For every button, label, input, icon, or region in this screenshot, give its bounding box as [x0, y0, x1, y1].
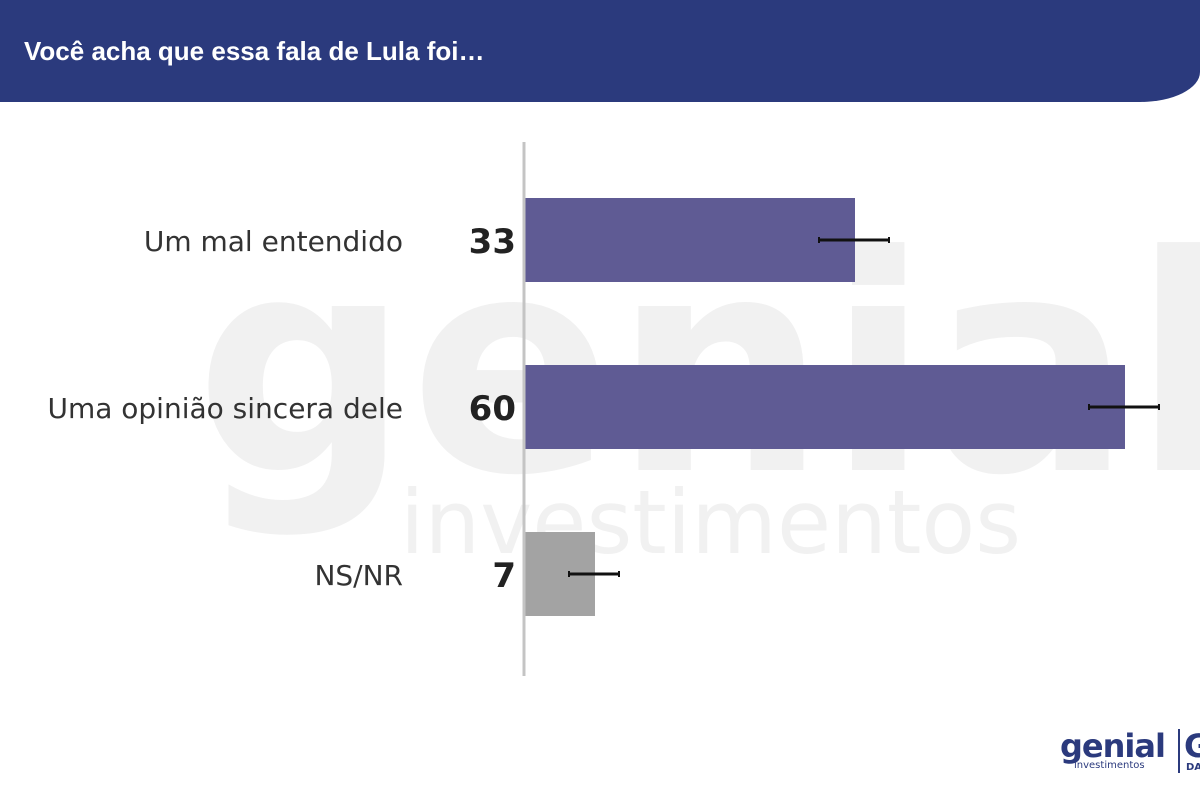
bar-2 — [525, 365, 1125, 449]
genial-logo: genial investimentos G DA — [1060, 727, 1200, 777]
data-label-2: 60 — [469, 389, 516, 429]
error-bars-layer — [568, 237, 1160, 577]
category-label-3: NS/NR — [314, 559, 403, 592]
category-label-2: Uma opinião sincera dele — [47, 392, 403, 425]
labels-layer: 33 Um mal entendido 60 Uma opinião sincera … — [47, 222, 516, 596]
bars-layer — [525, 198, 1125, 616]
category-label-1: Um mal entendido — [144, 225, 403, 258]
partner-logo-partial-sub: DA — [1186, 762, 1200, 773]
page-title: Você acha que essa fala de Lula foi… — [24, 36, 485, 66]
logo-divider — [1178, 729, 1180, 773]
data-label-3: 7 — [492, 556, 516, 596]
partner-logo-partial: G — [1184, 727, 1200, 765]
data-label-1: 33 — [469, 222, 516, 262]
bar-1 — [525, 198, 855, 282]
logo-sub: investimentos — [1074, 760, 1145, 771]
logo-brand: genial — [1060, 727, 1166, 765]
title-banner: Você acha que essa fala de Lula foi… — [0, 0, 1200, 102]
